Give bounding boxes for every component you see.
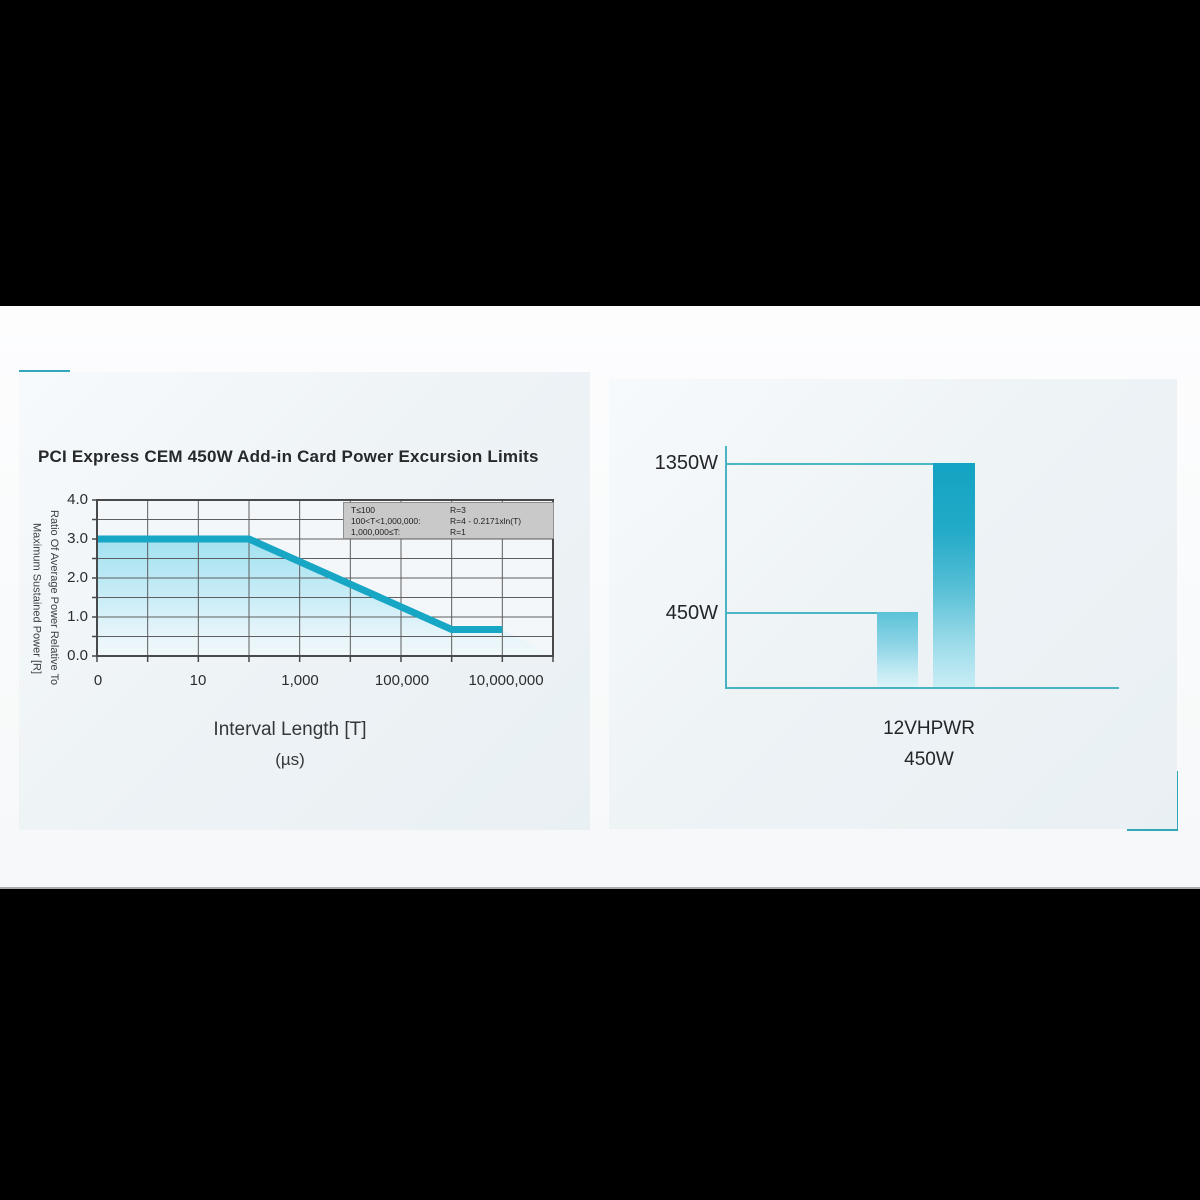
legend-row: 1,000,000≤T: R=1 bbox=[351, 527, 553, 538]
reference-line-1350w bbox=[727, 463, 933, 465]
x-tick-1000: 1,000 bbox=[281, 672, 319, 689]
legend-condition: 1,000,000≤T: bbox=[351, 527, 401, 537]
left-chart-y-axis-label: Ratio Of Average Power Relative To Maxim… bbox=[27, 487, 62, 709]
right-chart-baseline bbox=[725, 687, 1119, 689]
y-axis-label-line2: Maximum Sustained Power [R] bbox=[30, 522, 43, 674]
legend-formula: R=1 bbox=[450, 527, 466, 537]
y-tick-4: 4.0 bbox=[67, 491, 88, 508]
excursion-limits-chart-svg bbox=[92, 499, 554, 662]
y-tick-3: 3.0 bbox=[67, 530, 88, 547]
right-chart-category-sublabel: 450W bbox=[904, 749, 954, 770]
reference-line-450w bbox=[727, 612, 877, 614]
right-chart-y-axis-line bbox=[725, 446, 727, 689]
right-chart-label-450w: 450W bbox=[665, 602, 718, 624]
left-chart-x-axis-unit: (µs) bbox=[275, 750, 305, 769]
x-tick-100000: 100,000 bbox=[374, 672, 430, 689]
bar-1350w bbox=[933, 463, 975, 687]
legend-condition: T≤100 bbox=[351, 505, 376, 515]
right-chart-panel bbox=[609, 379, 1177, 829]
legend-formula: R=3 bbox=[450, 505, 466, 515]
x-tick-10: 10 bbox=[189, 672, 207, 689]
legend-row: 100<T<1,000,000: R=4 - 0.2171xln(T) bbox=[351, 516, 553, 527]
formula-legend: T≤100 R=3 100<T<1,000,000: R=4 - 0.2171xln… bbox=[343, 502, 554, 539]
y-tick-1: 1.0 bbox=[67, 608, 88, 625]
x-tick-0: 0 bbox=[93, 672, 103, 689]
y-tick-0: 0.0 bbox=[67, 647, 88, 664]
legend-formula: R=4 - 0.2171xln(T) bbox=[450, 516, 522, 526]
right-chart-category-label: 12VHPWR bbox=[883, 718, 975, 739]
y-tick-2: 2.0 bbox=[67, 569, 88, 586]
bar-450w bbox=[877, 612, 918, 687]
legend-row: T≤100 R=3 bbox=[351, 505, 553, 516]
x-tick-10000000: 10,000,000 bbox=[468, 672, 544, 689]
y-axis-label-line1: Ratio Of Average Power Relative To bbox=[48, 510, 61, 686]
legend-condition: 100<T<1,000,000: bbox=[351, 516, 421, 526]
left-chart-title: PCI Express CEM 450W Add-in Card Power E… bbox=[38, 447, 539, 466]
left-chart-x-axis-title: Interval Length [T] bbox=[213, 719, 367, 740]
right-chart-label-1350w: 1350W bbox=[654, 452, 718, 474]
